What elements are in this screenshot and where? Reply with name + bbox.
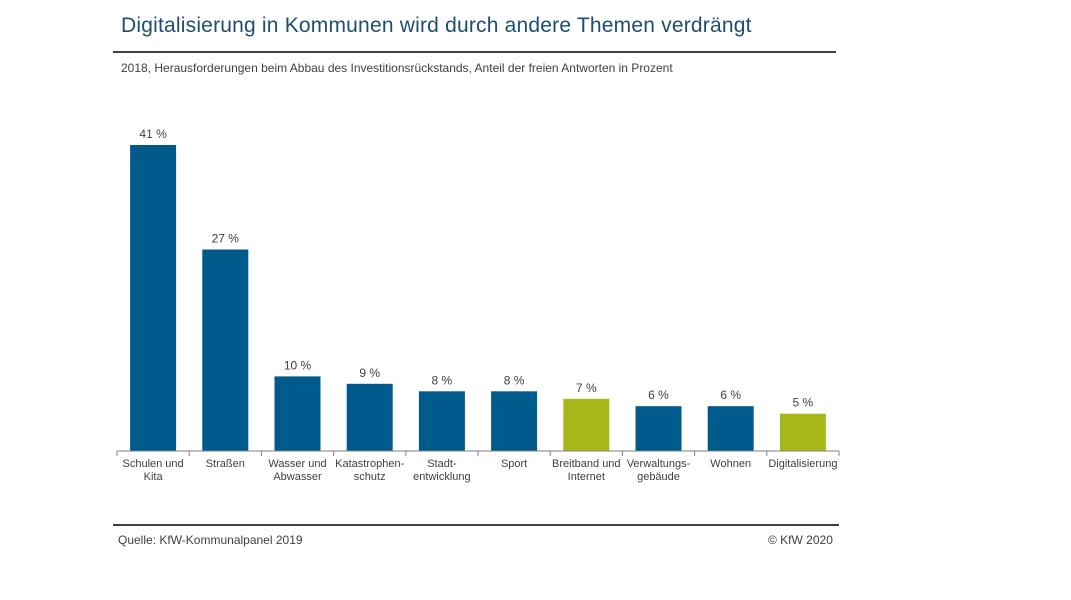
category-label: gebäude [637,471,680,483]
category-label: Wasser und [268,458,326,470]
chart-subtitle: 2018, Herausforderungen beim Abbau des I… [121,61,673,75]
bar-value-label: 8 % [432,373,453,387]
category-label: Breitband und [552,458,621,470]
bar [418,391,465,451]
bar [563,398,610,451]
category-label: Sport [501,458,527,470]
bar [274,376,321,451]
bar-value-label: 27 % [212,232,240,246]
bar-value-label: 6 % [720,388,741,402]
bar [779,413,826,451]
category-label: Straßen [206,458,245,470]
bar [130,145,177,451]
copyright-note: © KfW 2020 [768,533,833,547]
bar-value-label: 5 % [793,396,814,410]
bar-value-label: 10 % [284,358,312,372]
bar-value-label: 7 % [576,381,597,395]
category-label: Abwasser [273,471,322,483]
bar-value-label: 8 % [504,373,525,387]
category-label: entwicklung [413,471,470,483]
bar-value-label: 41 % [139,127,167,141]
bar [635,406,682,451]
category-label: Internet [568,471,605,483]
category-label: Schulen und [123,458,184,470]
bar [707,406,754,451]
category-label: Digitalisierung [768,458,837,470]
chart-title: Digitalisierung in Kommunen wird durch a… [121,14,752,37]
category-label: Katastrophen- [335,458,404,470]
title-divider [113,51,836,53]
source-note: Quelle: KfW-Kommunalpanel 2019 [118,533,303,547]
category-label: Stadt- [427,458,457,470]
category-label: Verwaltungs- [627,458,691,470]
category-label: schutz [354,471,386,483]
bar-value-label: 6 % [648,388,669,402]
bar [491,391,538,451]
bar [346,383,393,451]
bar [202,249,249,451]
footer-divider [113,524,839,526]
category-label: Wohnen [710,458,751,470]
category-label: Kita [144,471,164,483]
bar-value-label: 9 % [359,366,380,380]
